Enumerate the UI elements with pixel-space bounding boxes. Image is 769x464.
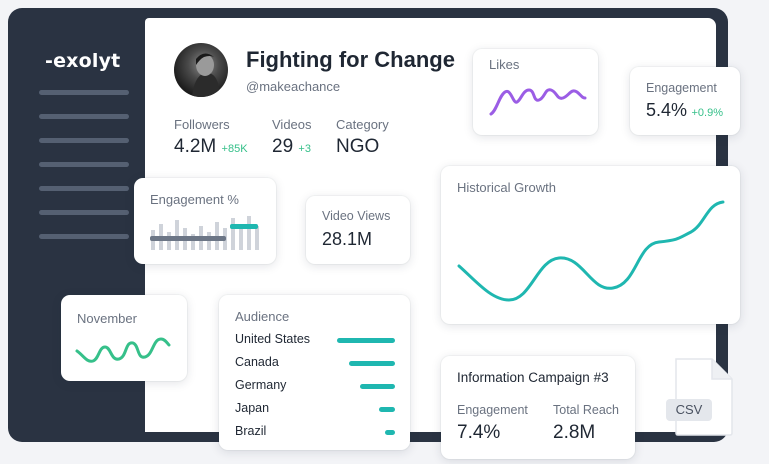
campaign-reach-label: Total Reach <box>553 403 620 417</box>
stat-label-videos: Videos <box>272 117 312 132</box>
engagement-value: 5.4% <box>646 100 688 120</box>
audience-bar <box>385 430 395 435</box>
campaign-reach-value: 2.8M <box>553 422 596 443</box>
csv-label: CSV <box>675 402 703 417</box>
audience-bar <box>349 361 395 366</box>
historical-growth-title: Historical Growth <box>457 180 556 195</box>
sidebar-item[interactable] <box>39 234 129 239</box>
audience-bar <box>337 338 395 343</box>
historical-growth-line <box>457 200 725 302</box>
audience-country: Germany <box>235 378 287 392</box>
sidebar-item[interactable] <box>39 210 129 215</box>
engagement-pct-title: Engagement % <box>150 192 239 207</box>
engagement-title: Engagement <box>646 81 717 95</box>
sidebar-item[interactable] <box>39 138 129 143</box>
stat-value-category: NGO <box>336 136 380 157</box>
exolyt-logo: -exolyt <box>45 50 121 72</box>
campaign-title: Information Campaign #3 <box>457 370 609 385</box>
followers-value: 4.2M <box>174 136 217 157</box>
engagement-delta: +0.9% <box>691 107 723 119</box>
likes-title: Likes <box>489 57 520 72</box>
historical-growth-card[interactable]: Historical Growth <box>441 166 740 324</box>
sidebar-item[interactable] <box>39 186 129 191</box>
audience-title: Audience <box>235 309 290 324</box>
campaign-card[interactable]: Information Campaign #3 Engagement 7.4% … <box>441 356 635 459</box>
profile-handle: @makeachance <box>246 79 341 94</box>
stat-label-category: Category <box>336 117 389 132</box>
sidebar-item[interactable] <box>39 90 129 95</box>
audience-card[interactable]: Audience United States Canada Germany Ja… <box>219 295 410 450</box>
campaign-engagement-label: Engagement <box>457 403 528 417</box>
audience-bar <box>360 384 395 389</box>
sidebar-item[interactable] <box>39 114 129 119</box>
video-views-title: Video Views <box>322 209 391 223</box>
audience-country: Japan <box>235 401 270 415</box>
profile-name: Fighting for Change <box>246 47 455 72</box>
video-views-card[interactable]: Video Views 28.1M <box>306 196 410 264</box>
videos-value: 29 <box>272 136 294 157</box>
avatar-portrait-icon <box>192 53 220 97</box>
stat-value-followers: 4.2M +85K <box>174 136 248 158</box>
videos-delta: +3 <box>298 143 311 155</box>
november-sparkline <box>75 337 171 363</box>
engagement-pct-card[interactable]: Engagement % <box>134 178 276 264</box>
likes-card[interactable]: Likes <box>473 49 598 135</box>
november-card[interactable]: November <box>61 295 187 381</box>
csv-badge <box>666 399 712 421</box>
video-views-value: 28.1M <box>322 229 373 249</box>
followers-delta: +85K <box>221 143 248 155</box>
csv-file-icon[interactable]: CSV <box>666 357 736 437</box>
audience-country: United States <box>235 332 311 346</box>
audience-country: Brazil <box>235 424 267 438</box>
campaign-engagement-value: 7.4% <box>457 422 501 443</box>
engagement-card[interactable]: Engagement 5.4% +0.9% <box>630 67 740 135</box>
profile-avatar[interactable] <box>174 43 228 97</box>
stat-label-followers: Followers <box>174 117 230 132</box>
november-title: November <box>77 311 137 326</box>
engagement-pct-bars <box>150 216 259 250</box>
engagement-value-row: 5.4% +0.9% <box>646 100 723 121</box>
audience-bar <box>379 407 395 412</box>
audience-country: Canada <box>235 355 279 369</box>
stat-value-videos: 29 +3 <box>272 136 311 158</box>
likes-sparkline <box>489 88 587 116</box>
file-icon <box>675 358 733 436</box>
sidebar-item[interactable] <box>39 162 129 167</box>
